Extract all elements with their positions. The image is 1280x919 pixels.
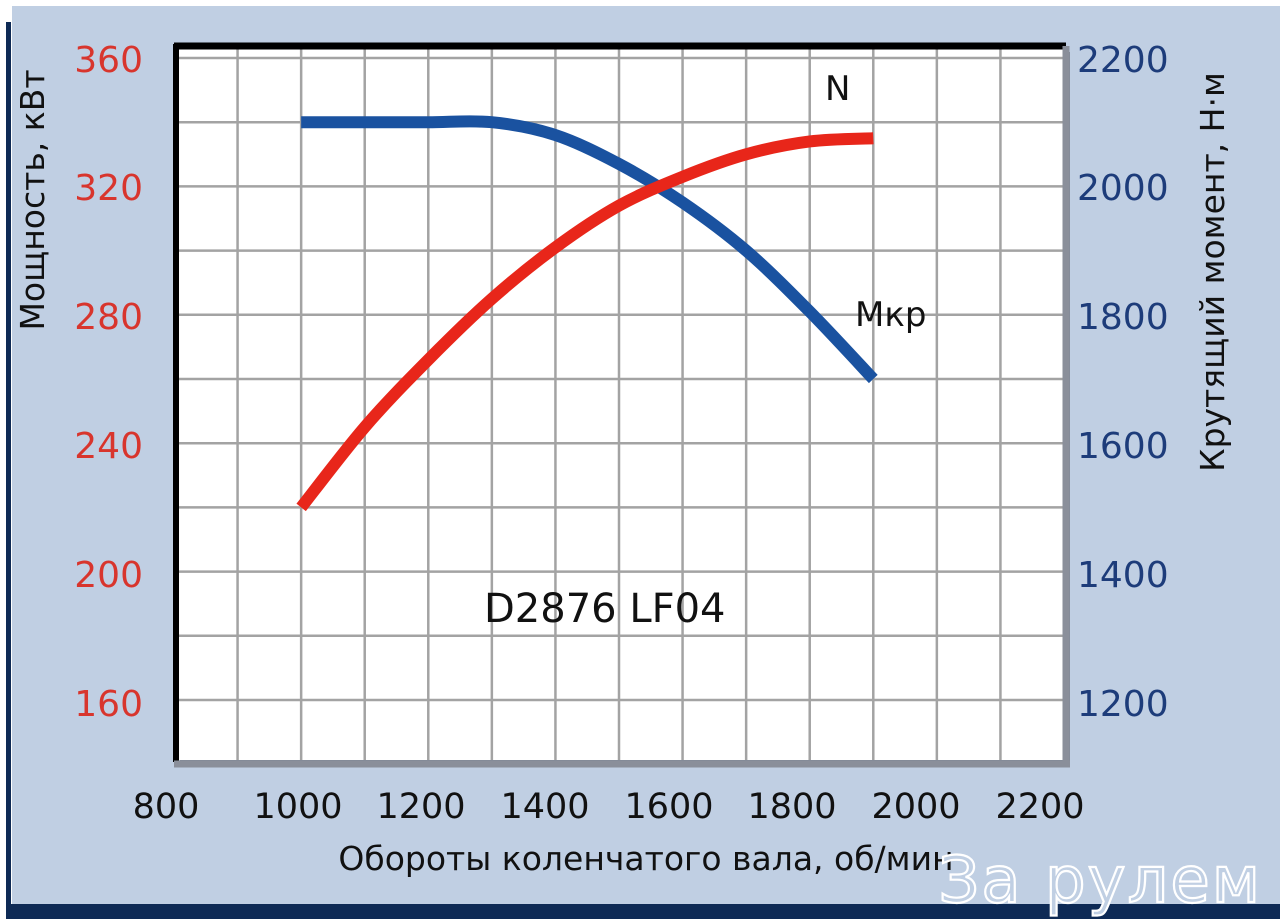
torque-curve — [301, 115, 878, 384]
x-tick: 2000 — [871, 787, 960, 827]
x-tick: 800 — [133, 787, 200, 827]
left-tick: 280 — [74, 297, 143, 338]
x-tick: 1600 — [624, 787, 713, 827]
x-axis-ticks: 800 1000 1200 1400 1600 1800 2000 2200 — [133, 787, 1085, 827]
left-tick: 240 — [74, 426, 143, 467]
grid-lines — [174, 46, 1064, 760]
bottom-frame-band — [6, 904, 1280, 919]
x-tick: 2200 — [995, 787, 1084, 827]
right-tick: 1400 — [1077, 555, 1169, 596]
left-tick: 160 — [74, 684, 143, 725]
x-axis-title: Обороты коленчатого вала, об/мин — [338, 839, 953, 878]
right-axis-title: Крутящий момент, Н·м — [1193, 72, 1232, 472]
left-frame-rule — [6, 22, 11, 919]
x-tick: 1400 — [500, 787, 589, 827]
right-tick: 2000 — [1077, 168, 1169, 209]
series-label-mkr: Мкр — [855, 295, 926, 335]
right-tick: 1600 — [1077, 426, 1169, 467]
left-tick: 320 — [74, 168, 143, 209]
right-tick: 2200 — [1077, 40, 1169, 81]
right-axis-ticks: 2200 2000 1800 1600 1400 1200 — [1077, 40, 1169, 725]
engine-model-label: D2876 LF04 — [484, 586, 726, 632]
left-axis-ticks: 360 320 280 240 200 160 — [74, 40, 143, 725]
right-tick: 1200 — [1077, 684, 1169, 725]
right-tick: 1800 — [1077, 297, 1169, 338]
power-curve — [296, 132, 874, 512]
series-label-n: N — [825, 69, 850, 109]
left-tick: 360 — [74, 40, 143, 81]
x-tick: 1000 — [253, 787, 342, 827]
publisher-watermark: За рулем — [938, 844, 1262, 918]
left-axis-title: Мощность, кВт — [13, 69, 52, 330]
x-tick: 1800 — [747, 787, 836, 827]
x-tick: 1200 — [376, 787, 465, 827]
left-tick: 200 — [74, 555, 143, 596]
